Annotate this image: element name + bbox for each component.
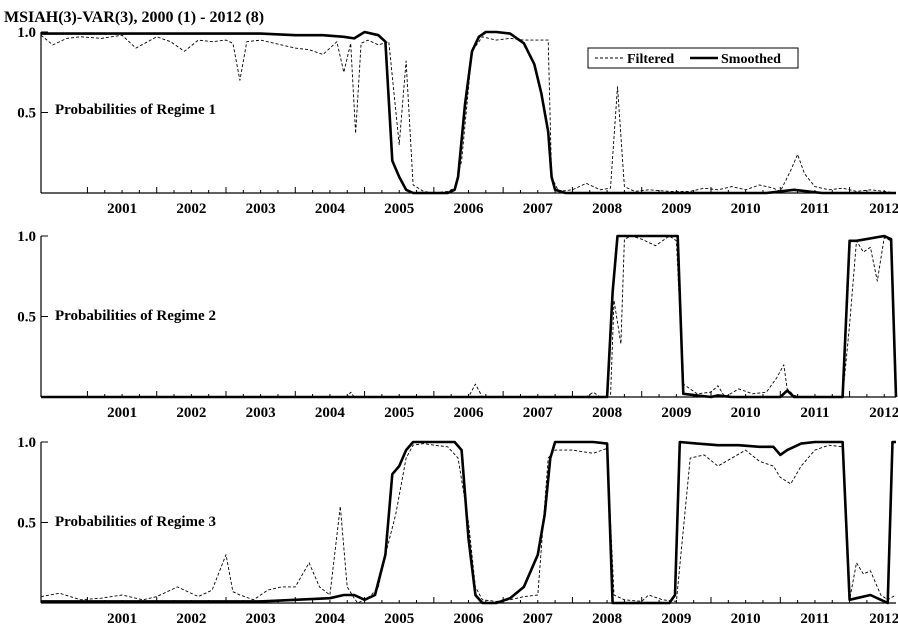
- x-tick-label: 2007: [523, 201, 554, 217]
- x-tick-label: 2002: [176, 405, 206, 421]
- panel-1: 0.5 1.0 2001 2002 2003 2004 2005 2006 2007 2008 20…: [17, 25, 898, 217]
- x-tick-label: 2008: [592, 405, 622, 421]
- series-line-smoothed: [41, 234, 898, 399]
- x-tick-label: 2011: [800, 201, 829, 217]
- x-tick-label: 2011: [800, 405, 829, 421]
- x-tick-label: 2001: [107, 405, 137, 421]
- x-tick-label: 2009: [661, 405, 691, 421]
- x-tick-label: 2005: [384, 405, 414, 421]
- y-tick-label: 0.5: [17, 106, 36, 122]
- x-tick-label: 2007: [523, 405, 554, 421]
- x-tick-label: 2009: [661, 201, 691, 217]
- panel-label: Probabilities of Regime 2: [55, 308, 216, 324]
- y-tick-label: 0.5: [17, 516, 36, 532]
- x-tick-label: 2003: [246, 611, 276, 627]
- chart-title: MSIAH(3)-VAR(3), 2000 (1) - 2012 (8): [4, 9, 264, 26]
- x-tick-label: 2003: [246, 405, 276, 421]
- y-tick-label: 1.0: [17, 229, 36, 245]
- x-tick-label: 2001: [107, 611, 137, 627]
- series-line-filtered: [40, 34, 897, 194]
- legend-label-smoothed: Smoothed: [721, 52, 781, 67]
- x-tick-label: 2010: [731, 405, 761, 421]
- y-tick-label: 0.5: [17, 310, 36, 326]
- x-tick-label: 2004: [315, 405, 346, 421]
- x-tick-label: 2002: [176, 611, 206, 627]
- panel-label: Probabilities of Regime 1: [55, 102, 216, 118]
- x-tick-label: 2002: [176, 201, 206, 217]
- x-tick-label: 2008: [592, 201, 622, 217]
- panel-3: 0.5 1.0 2001 2002 2003 2004 2005 2006 2007 2008 20…: [17, 435, 898, 627]
- x-tick-label: 2003: [246, 201, 276, 217]
- y-tick-label: 1.0: [17, 25, 36, 41]
- x-tick-label: 2004: [315, 201, 346, 217]
- x-tick-label: 2012: [869, 611, 898, 627]
- x-tick-label: 2001: [107, 201, 137, 217]
- x-tick-label: 2004: [315, 611, 346, 627]
- x-tick-label: 2006: [454, 201, 485, 217]
- x-tick-label: 2012: [869, 201, 898, 217]
- x-tick-label: 2012: [869, 405, 898, 421]
- legend: Filtered Smoothed: [587, 47, 799, 69]
- x-tick-label: 2006: [454, 611, 485, 627]
- panel-2: 0.5 1.0 2001 2002 2003 2004 2005 2006 2007 2008 20…: [17, 229, 898, 421]
- panel-label: Probabilities of Regime 3: [55, 514, 216, 530]
- legend-label-filtered: Filtered: [627, 52, 674, 67]
- x-tick-label: 2007: [523, 611, 554, 627]
- x-tick-label: 2010: [731, 201, 761, 217]
- series-line-filtered: [41, 235, 897, 398]
- x-tick-label: 2010: [731, 611, 761, 627]
- y-tick-label: 1.0: [17, 435, 36, 451]
- x-tick-label: 2009: [661, 611, 691, 627]
- series-line-smoothed: [41, 440, 896, 605]
- x-tick-label: 2005: [384, 201, 414, 217]
- x-tick-label: 2008: [592, 611, 622, 627]
- x-tick-label: 2005: [384, 611, 414, 627]
- x-tick-label: 2011: [800, 611, 829, 627]
- x-tick-label: 2006: [454, 405, 485, 421]
- series-line-smoothed: [41, 30, 896, 195]
